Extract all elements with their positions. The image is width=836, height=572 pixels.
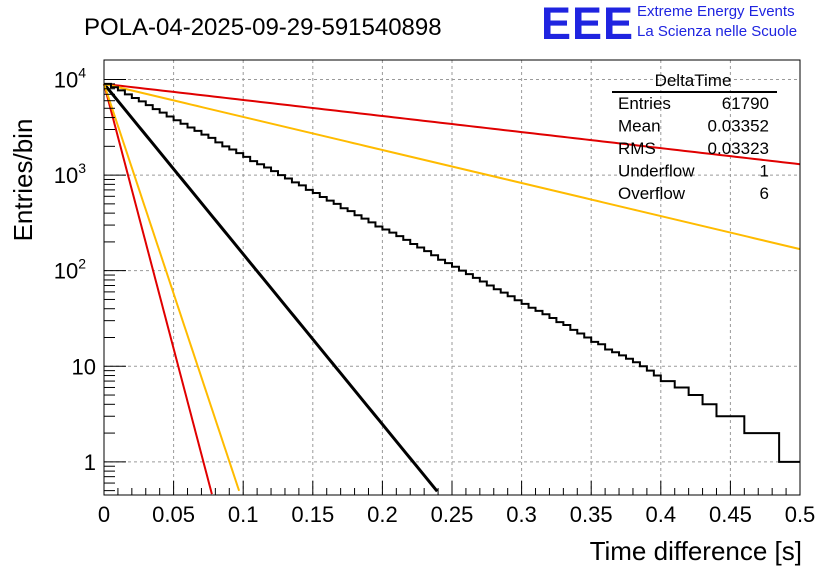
stats-title: DeltaTime — [655, 71, 732, 90]
stats-label: Mean — [618, 117, 661, 136]
chart-title: POLA-04-2025-09-29-591540898 — [84, 14, 442, 41]
stats-value: 61790 — [722, 94, 769, 113]
stats-value: 0.03323 — [708, 139, 769, 158]
y-tick-label: 103 — [54, 160, 86, 188]
logo-mark: EEE — [541, 0, 635, 49]
logo-line-1: Extreme Energy Events — [637, 3, 795, 20]
stats-box: DeltaTime Entries 61790 Mean 0.03352 RMS 0.03… — [612, 71, 777, 203]
grid — [104, 60, 800, 495]
x-tick-label: 0.45 — [709, 502, 752, 527]
histogram — [104, 82, 800, 463]
x-axis-label: Time difference [s] — [590, 536, 802, 566]
stats-value: 6 — [760, 184, 769, 203]
stats-label: RMS — [618, 139, 656, 158]
x-tick-label: 0.15 — [291, 502, 334, 527]
stats-label: Overflow — [618, 184, 686, 203]
x-tick-label: 0.5 — [785, 502, 816, 527]
logo-text: Extreme Energy Events La Scienza nelle S… — [637, 2, 797, 42]
y-tick-label: 102 — [54, 256, 86, 284]
eee-logo: EEE — [541, 0, 635, 49]
y-tick-label: 1 — [84, 450, 96, 475]
x-tick-label: 0 — [98, 502, 110, 527]
y-axis-label: Entries/bin — [8, 119, 38, 242]
series-exp-fast-red — [103, 83, 213, 495]
y-tick-label: 10 — [72, 354, 96, 379]
x-axis: 0 0.05 0.1 0.15 0.2 0.25 0.3 0.35 0.4 0.45 0.5 — [98, 481, 815, 527]
y-tick-label: 104 — [54, 65, 86, 93]
x-tick-label: 0.25 — [431, 502, 474, 527]
x-tick-label: 0.35 — [570, 502, 613, 527]
stats-value: 0.03352 — [708, 117, 769, 136]
stats-label: Entries — [618, 94, 671, 113]
stats-label: Underflow — [618, 162, 695, 181]
series-exp-slow-red — [103, 82, 801, 166]
series-exp-fast-orange — [103, 83, 241, 492]
x-tick-label: 0.3 — [506, 502, 537, 527]
stats-value: 1 — [760, 162, 769, 181]
series-exp-slow-orange — [103, 82, 801, 251]
logo-line-2: La Scienza nelle Scuole — [637, 23, 798, 40]
x-tick-label: 0.4 — [646, 502, 677, 527]
histogram-bins — [104, 82, 800, 463]
curves — [102, 82, 801, 495]
x-tick-label: 0.2 — [367, 502, 398, 527]
x-tick-label: 0.05 — [152, 502, 195, 527]
series-fit — [102, 82, 439, 493]
x-tick-label: 0.1 — [228, 502, 259, 527]
